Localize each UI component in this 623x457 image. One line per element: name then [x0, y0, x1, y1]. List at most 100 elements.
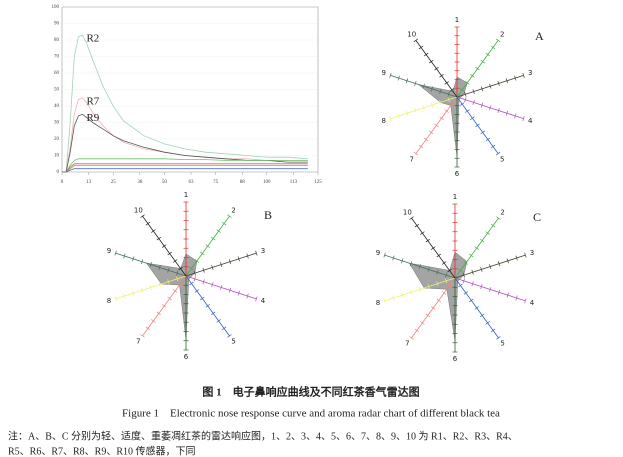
radar-tick: [401, 292, 404, 298]
radar-tick: [474, 306, 479, 310]
radar-tick: [441, 291, 447, 295]
figure-title-en: Figure 1 Electronic nose response curve …: [122, 408, 500, 420]
radar-tick: [151, 319, 156, 323]
radar-tick: [405, 78, 409, 84]
radar-tick: [200, 251, 205, 256]
radar-tick: [472, 89, 475, 95]
radar-tick: [480, 284, 483, 290]
radar-tick: [178, 281, 183, 286]
radar-tick: [479, 313, 485, 318]
radar-tick: [172, 259, 178, 263]
y-tick-label: 80: [54, 38, 60, 43]
radar-tick: [392, 295, 395, 301]
radar-tick: [458, 268, 463, 273]
radar-tick: [475, 66, 480, 71]
radar-tick: [172, 289, 178, 293]
y-tick-label: 70: [54, 55, 60, 60]
x-tick-label: 113: [290, 180, 298, 185]
x-tick-label: 25: [111, 180, 117, 185]
radar-tick: [462, 278, 465, 284]
radar-tick: [497, 108, 500, 114]
figure-title-cn: 图 1 电子鼻响应曲线及不同红茶香气雷达图: [202, 385, 419, 399]
radar-axis-label: 4: [528, 117, 533, 125]
radar-area: [145, 253, 198, 340]
radar-axis-label: 5: [500, 155, 504, 163]
radar-tick: [220, 262, 223, 268]
radar-tick: [464, 97, 467, 103]
radar-tick: [496, 336, 501, 340]
y-tick-label: 40: [54, 104, 60, 109]
radar-tick: [422, 105, 425, 111]
radar-tick: [514, 113, 517, 119]
radar-tick: [228, 259, 232, 265]
radar-tick: [189, 281, 194, 286]
radar-tick: [425, 238, 431, 243]
radar-tick: [205, 244, 210, 248]
radar-axis-label: 6: [455, 170, 460, 178]
radar-tick: [506, 292, 509, 298]
radar-title: B: [264, 208, 272, 222]
response-line: [62, 158, 308, 173]
radar-tick: [149, 284, 152, 290]
radar-axis-label: 10: [134, 206, 143, 214]
y-tick-label: 30: [54, 121, 60, 126]
radar-axis-label: 7: [136, 338, 140, 346]
radar-tick: [436, 298, 441, 303]
radar-tick: [114, 296, 117, 302]
radar-tick: [490, 328, 496, 333]
radar-tick: [162, 244, 167, 248]
radar-tick: [158, 264, 161, 270]
y-tick-label: 100: [52, 5, 60, 10]
radar-axis-label: 1: [455, 16, 459, 24]
radar-tick: [462, 272, 465, 278]
radar-tick: [439, 89, 442, 95]
radar-tick: [439, 74, 444, 78]
radar-tick: [178, 266, 183, 271]
radar-tick: [189, 266, 194, 271]
radar-tick: [489, 264, 492, 270]
radar-tick: [522, 116, 525, 122]
radar-tick: [246, 293, 249, 299]
radar-tick: [436, 253, 441, 258]
x-tick-label: 50: [162, 180, 168, 185]
radar-tick: [420, 231, 425, 235]
x-tick-label: 0: [61, 180, 64, 185]
x-tick-label: 88: [240, 180, 246, 185]
radar-tick: [114, 250, 117, 256]
radar-tick: [469, 253, 474, 258]
radar-tick: [515, 295, 518, 301]
radar-tick: [480, 59, 485, 64]
radar-tick: [445, 272, 448, 278]
radar-tick: [176, 276, 179, 282]
radar-tick: [423, 52, 429, 57]
radar-tick: [485, 137, 491, 142]
radar-tick: [449, 102, 455, 106]
radar-tick: [429, 59, 434, 64]
x-tick-label: 13: [86, 180, 92, 185]
radar-tick: [237, 290, 240, 296]
radar-axis-label: 7: [410, 155, 414, 163]
radar-tick: [439, 116, 444, 120]
y-tick-label: 20: [54, 137, 60, 142]
radar-tick: [445, 278, 448, 284]
response-line: [62, 34, 308, 173]
radar-tick: [447, 283, 452, 288]
radar-tick: [389, 72, 392, 78]
radar-tick: [463, 291, 469, 295]
radar-axis-label: 2: [231, 206, 235, 214]
radar-tick: [145, 326, 151, 331]
radar-tick: [489, 105, 492, 111]
radar-axis-label: 4: [261, 297, 266, 305]
radar-tick: [409, 289, 413, 295]
radar-tick: [497, 289, 501, 295]
radar-tick: [464, 91, 467, 97]
radar-axis-label: 5: [500, 340, 504, 348]
radar-tick: [474, 246, 479, 250]
radar-tick: [167, 251, 172, 256]
x-tick-label: 125: [314, 180, 322, 185]
radar-tick: [490, 223, 496, 228]
radar-axis-label: 10: [407, 31, 416, 39]
radar-tick: [418, 286, 421, 292]
radar-tick: [211, 282, 214, 288]
